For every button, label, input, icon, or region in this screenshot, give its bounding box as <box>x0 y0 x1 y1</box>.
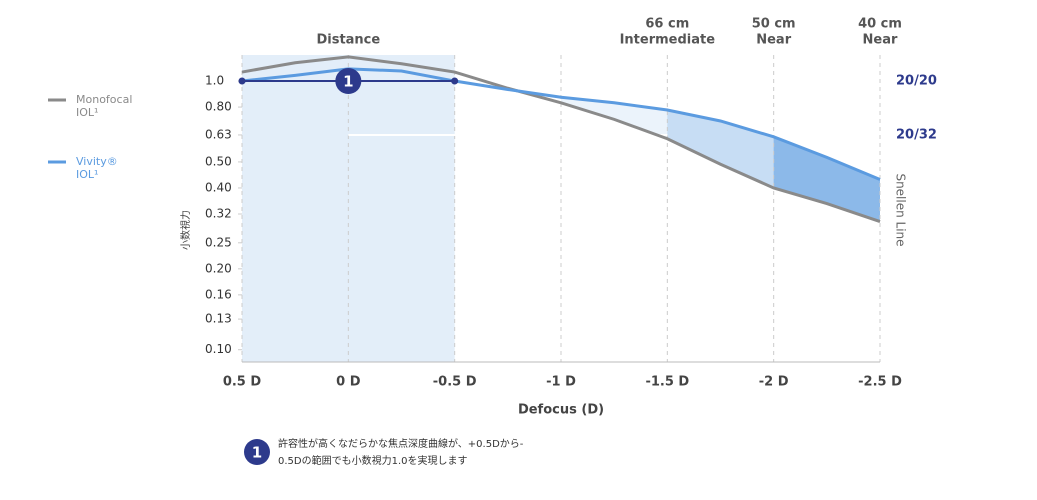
y-tick-label: 0.20 <box>205 261 232 275</box>
y2-tick-label: 20/32 <box>896 127 937 142</box>
y-tick-label: 0.80 <box>205 100 232 114</box>
footnote-text: 許容性が高くなだらかな焦点深度曲線が、+0.5Dから- <box>278 437 524 450</box>
x-tick-label: 0.5 D <box>223 375 262 390</box>
y-axis-label: 小数視力 <box>179 210 192 250</box>
x-tick-label: -1.5 D <box>645 375 689 390</box>
y-tick-label: 1.0 <box>205 74 224 88</box>
footnote-badge <box>244 439 270 465</box>
x-axis-label: Defocus (D) <box>518 403 604 418</box>
x-tick-label: -2.5 D <box>858 375 902 390</box>
y-tick-label: 0.10 <box>205 342 232 356</box>
x-tick-label: -0.5 D <box>433 375 477 390</box>
legend-word: IOL¹ <box>76 106 98 119</box>
annotation: Intermediate <box>620 33 716 48</box>
x-tick-label: -2 D <box>759 375 789 390</box>
annotation: 40 cm <box>858 17 902 32</box>
y-tick-label: 0.25 <box>205 235 232 249</box>
range-end <box>451 77 459 85</box>
y-tick-label: 0.50 <box>205 154 232 168</box>
y-tick-label: 0.63 <box>205 127 232 141</box>
annotation: Near <box>863 33 898 48</box>
y-tick-label: 0.13 <box>205 312 232 326</box>
legend-word: IOL¹ <box>76 168 98 181</box>
y-tick-label: 0.40 <box>205 180 232 194</box>
footnote-badge-label: 1 <box>252 444 262 462</box>
x-tick-label: 0 D <box>336 375 361 390</box>
badge-label: 1 <box>343 73 353 91</box>
annotation: Distance <box>316 33 380 48</box>
y-tick-label: 0.16 <box>205 287 232 301</box>
badge <box>335 68 362 95</box>
footnote-text: 0.5Dの範囲でも小数視力1.0を実現します <box>278 454 468 467</box>
x-tick-label: -1 D <box>546 375 576 390</box>
annotation: Near <box>756 33 791 48</box>
legend-label: Vivity® IOL¹ <box>76 155 118 181</box>
annotation: 66 cm <box>645 17 689 32</box>
legend-word: Vivity® <box>76 155 118 168</box>
range-end <box>238 77 246 85</box>
annotation: 50 cm <box>752 17 796 32</box>
series-line <box>241 55 881 223</box>
y2-tick-label: 20/20 <box>896 74 937 89</box>
y2-axis-label: Snellen Line <box>894 173 908 246</box>
y-tick-label: 0.32 <box>205 206 232 220</box>
gain-area <box>773 136 880 222</box>
legend-label: Monofocal IOL¹ <box>76 93 132 119</box>
legend-word: Monofocal <box>76 93 132 106</box>
